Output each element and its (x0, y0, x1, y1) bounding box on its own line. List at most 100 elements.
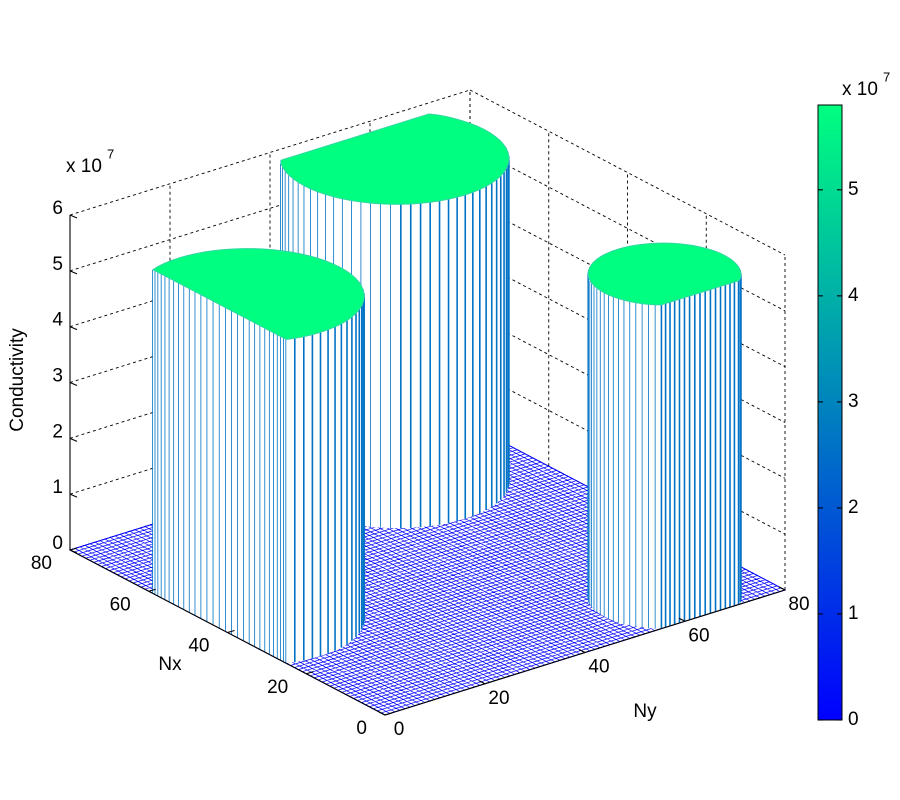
cylinder-wall (734, 280, 739, 606)
ny-tick (478, 680, 486, 685)
cylinder-wall (225, 307, 232, 635)
z-axis-label: Conductivity (7, 328, 28, 432)
nx-tick-label: 20 (267, 677, 288, 698)
cylinder-wall (356, 309, 360, 638)
z-tick-label: 2 (52, 421, 63, 442)
cylinder-wall (320, 329, 329, 657)
cylinder (152, 248, 365, 664)
ny-tick (678, 617, 686, 622)
z-tick (69, 326, 78, 331)
z-exponent-base: x 10 (66, 156, 102, 177)
cylinder-wall (303, 334, 313, 661)
colorbar-exponent-power: 7 (883, 69, 890, 84)
cylinder-wall (500, 172, 505, 500)
cylinder-wall (273, 332, 278, 659)
cylinder-wall (265, 328, 270, 655)
grid-line (69, 89, 471, 216)
cylinder-wall (328, 326, 336, 654)
cylinder-wall (486, 182, 492, 511)
cylinder-wall (472, 189, 480, 517)
colorbar-tick-label: 3 (848, 391, 859, 412)
cylinder-wall (286, 338, 295, 664)
cylinder-wall (608, 295, 614, 621)
cylinder-wall (351, 313, 357, 641)
cylinder-wall (496, 175, 501, 504)
cylinder-wall (174, 280, 179, 608)
cylinder-wall (648, 304, 656, 629)
cylinder-wall (277, 334, 282, 661)
cylinder-wall (390, 204, 401, 529)
cylinder-wall (370, 203, 381, 528)
cylinder-wall (710, 287, 716, 614)
nx-tick-label: 80 (31, 553, 52, 574)
cylinder-wall (341, 320, 348, 648)
ny-axis-label: Ny (633, 701, 657, 722)
cylinder-wall (249, 320, 256, 647)
cylinder-wall (720, 284, 726, 611)
cylinder-wall (705, 289, 711, 615)
cylinder-wall (312, 332, 321, 659)
cylinder-wall (674, 299, 680, 625)
cylinder-wall (420, 202, 431, 528)
colorbar-tick-label: 0 (848, 709, 859, 730)
z-tick (69, 437, 78, 442)
cylinder-wall (269, 330, 274, 657)
colorbar-tick-label: 5 (848, 179, 859, 200)
cylinder-wall (219, 304, 226, 632)
z-tick (69, 493, 78, 498)
z-tick (69, 214, 78, 219)
cylinder (587, 242, 742, 629)
cylinder-wall (237, 314, 244, 642)
cylinder-wall (161, 274, 166, 600)
ny-tick-label: 60 (688, 625, 709, 646)
cylinder-wall (243, 317, 250, 645)
cylinder-wall (600, 290, 605, 617)
nx-tick (148, 588, 156, 592)
cylinder-wall (165, 276, 170, 603)
z-tick-label: 6 (52, 198, 63, 219)
cylinder-wall (715, 286, 721, 612)
z-tick-label: 0 (52, 533, 63, 554)
ny-tick (378, 711, 386, 716)
cylinder-wall (255, 323, 261, 650)
nx-axis-label: Nx (158, 654, 182, 675)
cylinder-wall (725, 283, 730, 609)
cylinder-wall (491, 179, 497, 507)
ny-tick (578, 649, 586, 653)
cylinder-top (280, 113, 510, 205)
cylinder-wall (665, 302, 670, 628)
cylinder-wall (679, 297, 685, 623)
nx-tick-label: 0 (356, 718, 367, 739)
cylinder-wall (457, 194, 466, 521)
cylinder-wall (158, 272, 162, 598)
cylinder-wall (430, 200, 440, 527)
cylinder-wall (694, 292, 700, 619)
nx-tick (384, 712, 393, 716)
colorbar-tick-label: 4 (848, 285, 859, 306)
cylinder-wall (439, 199, 449, 525)
nx-tick-label: 60 (110, 594, 131, 615)
surfaces (152, 113, 742, 664)
cylinder-wall (410, 203, 421, 528)
cylinder-wall (613, 296, 619, 623)
z-tick (69, 270, 78, 275)
z-tick-label: 1 (52, 477, 63, 498)
z-tick (69, 549, 78, 554)
cylinder-wall (465, 192, 473, 519)
cylinder-wall (195, 291, 202, 619)
cylinder-wall (642, 303, 649, 629)
cylinder-wall (178, 283, 185, 610)
nx-tick (69, 547, 78, 551)
cylinder-wall (479, 186, 487, 514)
colorbar-exponent-base: x 10 (842, 79, 878, 100)
z-tick-label: 5 (52, 254, 63, 275)
cylinder-wall (618, 298, 625, 625)
cylinder-top (587, 242, 742, 306)
nx-tick (227, 629, 235, 634)
colorbar-scale (817, 104, 843, 721)
cylinder-wall (689, 294, 695, 620)
cylinder-wall (670, 300, 675, 626)
ny-tick-label: 40 (588, 657, 609, 678)
cylinder-wall (730, 281, 735, 608)
